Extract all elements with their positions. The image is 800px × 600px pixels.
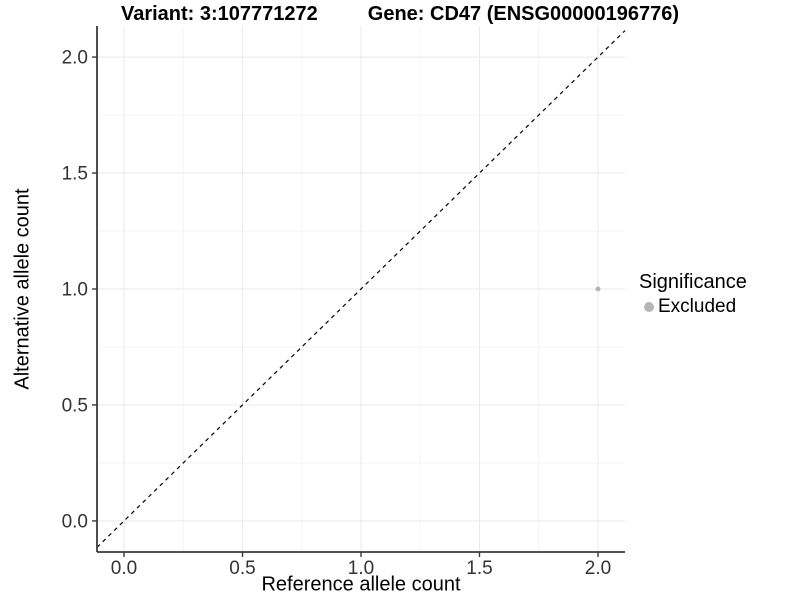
legend: Significance Excluded — [637, 270, 747, 318]
y-tick-label: 0.0 — [62, 511, 88, 532]
x-tick-label: 1.5 — [466, 558, 492, 579]
legend-item-label: Excluded — [658, 296, 737, 317]
identity-line — [96, 30, 626, 548]
y-tick-label: 1.0 — [62, 280, 88, 301]
x-tick-label: 2.0 — [585, 558, 611, 579]
y-tick-label: 1.5 — [62, 164, 88, 185]
x-axis-title: Reference allele count — [261, 573, 461, 596]
gene-title: Gene: CD47 (ENSG00000196776) — [367, 3, 680, 25]
data-point — [595, 286, 601, 292]
legend-item-excluded: Excluded — [637, 296, 747, 318]
legend-title: Significance — [639, 271, 747, 293]
x-tick-label: 0.0 — [111, 558, 137, 579]
x-tick-label: 1.0 — [348, 558, 374, 579]
legend-key-dot-icon — [644, 302, 654, 312]
y-axis-title: Alternative allele count — [11, 188, 34, 390]
y-tick-label: 2.0 — [62, 48, 88, 69]
x-tick-label: 0.5 — [229, 558, 255, 579]
plot-title: Variant: 3:107771272 Gene: CD47 (ENSG000… — [0, 3, 800, 26]
y-tick-label: 0.5 — [62, 395, 88, 416]
variant-title: Variant: 3:107771272 — [120, 3, 318, 25]
